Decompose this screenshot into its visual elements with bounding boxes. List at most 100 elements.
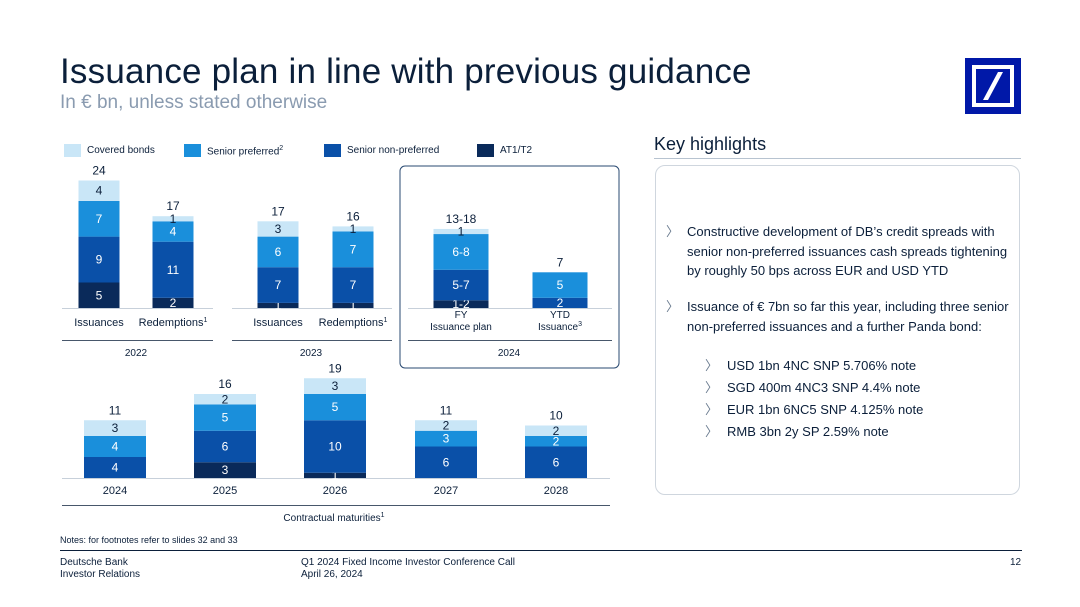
footer-divider	[60, 550, 1022, 551]
category-superscript: 3	[578, 321, 582, 328]
bar-segment	[152, 297, 194, 308]
bar-value-label: 1	[275, 298, 282, 312]
category-label: 2024	[103, 485, 127, 497]
bar-value-label: 7	[350, 278, 357, 292]
bar-segment	[525, 446, 587, 478]
bar-total-label: 13-18	[446, 212, 477, 226]
bar-value-label: 6	[443, 455, 450, 469]
highlights-divider	[654, 158, 1021, 159]
bar-value-label: 7	[350, 242, 357, 256]
highlights-panel	[655, 165, 1020, 495]
bar-segment	[257, 302, 299, 308]
bar-value-label: 6-8	[452, 245, 470, 259]
bar-segment	[78, 200, 120, 237]
bar-segment	[532, 297, 588, 308]
chevron-icon: 〉	[705, 380, 719, 395]
highlight-sub-bullet: 〉 RMB 3bn 2y SP 2.59% note	[705, 422, 1005, 442]
bar-value-label: 4	[170, 225, 177, 239]
bar-value-label: 3	[222, 463, 229, 477]
chevron-icon: 〉	[705, 402, 719, 417]
bar-value-label: 2	[557, 296, 564, 310]
bar-segment	[78, 282, 120, 308]
bar-segment	[152, 241, 194, 298]
category-label: Issuances	[74, 317, 124, 329]
chevron-icon: 〉	[666, 299, 680, 314]
bar-value-label: 5	[222, 411, 229, 425]
highlight-sub-text: RMB 3bn 2y SP 2.59% note	[727, 424, 889, 439]
bar-value-label: 2	[553, 424, 560, 438]
legend-label: Senior preferred	[207, 146, 280, 158]
legend-swatch	[184, 144, 201, 157]
chevron-icon: 〉	[666, 224, 680, 239]
bar-value-label: 9	[96, 253, 103, 267]
highlight-sub-text: USD 1bn 4NC SNP 5.706% note	[727, 358, 917, 373]
bar-segment	[152, 221, 194, 242]
group-label: 2024	[498, 348, 521, 359]
group-superscript: 1	[381, 512, 385, 519]
bar-value-label: 3	[443, 432, 450, 446]
bar-value-label: 1-2	[452, 297, 470, 311]
bar-value-label: 3	[332, 379, 339, 393]
bar-value-label: 1	[350, 222, 357, 236]
bar-value-label: 7	[96, 212, 103, 226]
category-label: 2027	[434, 485, 458, 497]
legend-swatch	[477, 144, 494, 157]
category-label: 2028	[544, 485, 568, 497]
deutsche-bank-logo	[965, 58, 1021, 114]
footer-event: Q1 2024 Fixed Income Investor Conference…	[301, 557, 515, 568]
bar-segment	[433, 269, 489, 301]
bar-value-label: 11	[167, 263, 180, 277]
bar-value-label: 5-7	[452, 278, 470, 292]
bar-segment	[257, 236, 299, 268]
legend-superscript: 2	[279, 145, 284, 152]
bar-value-label: 6	[275, 245, 282, 259]
footer-department: Investor Relations	[60, 569, 141, 580]
bar-segment	[304, 420, 366, 473]
bar-segment	[304, 394, 366, 421]
bar-value-label: 5	[332, 400, 339, 414]
legend-label: Senior non-preferred	[347, 145, 440, 156]
bar-total-label: 7	[557, 255, 564, 269]
bar-value-label: 7	[275, 278, 282, 292]
group-label: 2023	[300, 348, 323, 359]
bar-total-label: 17	[166, 199, 180, 213]
bar-value-label: 2	[553, 434, 560, 448]
highlight-sub-text: EUR 1bn 6NC5 SNP 4.125% note	[727, 402, 924, 417]
issuance-charts: 597424Issuances2114117Redemptions1202217…	[62, 164, 620, 524]
bar-segment	[304, 472, 366, 478]
bar-segment	[525, 436, 587, 447]
chevron-icon: 〉	[705, 424, 719, 439]
bar-total-label: 16	[218, 377, 232, 391]
bar-value-label: 3	[275, 222, 282, 236]
bar-segment	[257, 221, 299, 237]
bar-segment	[332, 302, 374, 308]
bar-total-label: 11	[440, 403, 453, 417]
bar-segment	[304, 378, 366, 394]
group-label: Contractual maturities1	[283, 512, 384, 524]
bar-value-label: 5	[96, 288, 103, 302]
bar-segment	[415, 420, 477, 431]
bar-value-label: 4	[112, 440, 119, 454]
bar-value-label: 2	[170, 296, 177, 310]
bar-total-label: 10	[549, 409, 563, 423]
bar-segment	[525, 425, 587, 436]
bar-segment	[415, 446, 477, 478]
bar-segment	[415, 430, 477, 447]
bar-segment	[332, 267, 374, 303]
category-label: YTD	[550, 310, 570, 321]
highlights-title: Key highlights	[654, 134, 767, 154]
bar-segment	[152, 216, 194, 222]
footer-company: Deutsche Bank	[60, 557, 128, 568]
category-label: Redemptions1	[139, 317, 208, 329]
page-subtitle: In € bn, unless stated otherwise	[60, 92, 328, 113]
bar-value-label: 1	[170, 212, 177, 226]
chevron-icon: 〉	[705, 358, 719, 373]
bar-value-label: 4	[112, 461, 119, 475]
bar-value-label: 4	[96, 184, 103, 198]
bar-segment	[84, 436, 146, 457]
category-label: 2026	[323, 485, 347, 497]
bar-total-label: 11	[109, 403, 122, 417]
bar-value-label: 1	[350, 298, 357, 312]
highlight-text: Issuance of € 7bn so far this year, incl…	[687, 299, 1009, 334]
bar-total-label: 19	[328, 361, 342, 375]
